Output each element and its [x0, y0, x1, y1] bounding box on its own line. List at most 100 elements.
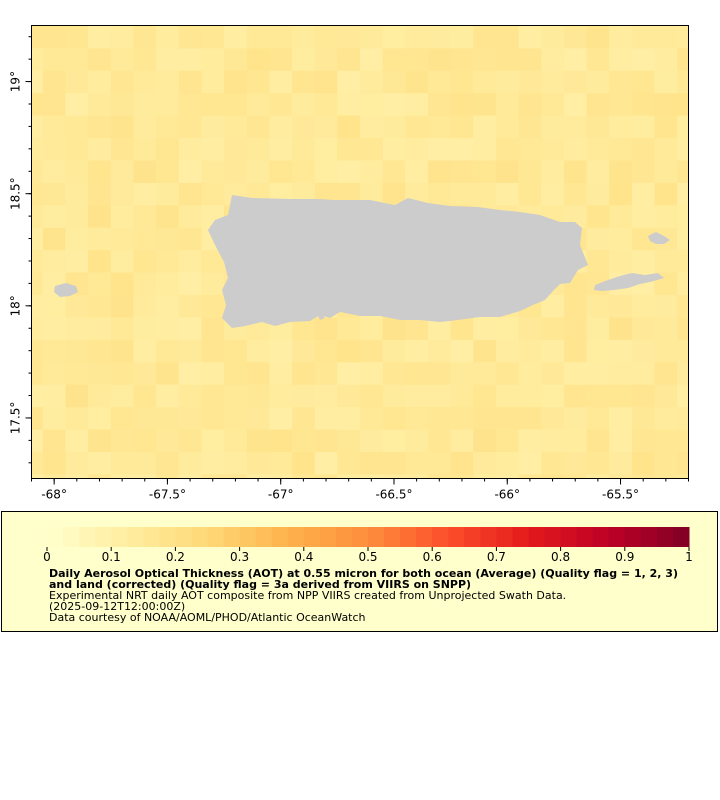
colorbar-step: [111, 527, 128, 547]
aot-cell: [631, 47, 655, 71]
aot-cell: [360, 361, 384, 385]
aot-cell: [88, 204, 112, 228]
aot-cell: [133, 406, 157, 430]
aot-cell: [201, 339, 225, 363]
aot-cell: [541, 429, 565, 452]
aot-cell: [518, 25, 542, 49]
aot-cell: [156, 317, 180, 340]
aot-cell: [201, 160, 225, 183]
aot-cell: [631, 406, 655, 430]
aot-cell: [382, 70, 406, 94]
aot-cell: [586, 361, 610, 385]
aot-cell: [405, 70, 429, 94]
aot-cell: [563, 339, 587, 363]
aot-cell: [156, 272, 180, 296]
aot-cell: [65, 182, 89, 206]
aot-cell: [541, 406, 565, 430]
aot-cell: [495, 70, 519, 94]
aot-cell: [654, 160, 678, 183]
aot-cell: [631, 160, 655, 183]
aot-cell: [31, 406, 44, 430]
colorbar-step: [656, 527, 674, 547]
aot-cell: [110, 294, 134, 318]
aot-cell: [450, 160, 474, 183]
aot-cell: [382, 451, 406, 475]
aot-cell: [586, 451, 610, 475]
aot-cell: [541, 137, 565, 161]
aot-cell: [31, 47, 44, 71]
aot-cell: [269, 339, 293, 363]
aot-cell: [677, 227, 689, 251]
aot-cell: [65, 317, 89, 340]
lat-tick-label: 19°: [9, 71, 23, 92]
aot-cell: [88, 47, 112, 71]
aot-cell: [609, 227, 633, 251]
aot-cell: [677, 294, 689, 318]
aot-cell: [360, 182, 384, 206]
aot-cell: [31, 317, 44, 340]
aot-cell: [246, 160, 270, 183]
aot-cell: [246, 474, 270, 479]
aot-cell: [178, 137, 202, 161]
aot-cell: [133, 451, 157, 475]
aot-cell: [427, 451, 452, 475]
lon-tick-label: -67°: [268, 488, 294, 502]
aot-cell: [337, 317, 361, 340]
aot-cell: [586, 294, 610, 318]
aot-cell: [609, 317, 633, 340]
aot-cell: [405, 115, 429, 139]
colorbar-step: [672, 527, 690, 547]
aot-cell: [133, 429, 157, 452]
aot-cell: [156, 339, 180, 363]
colorbar-steps: [47, 527, 690, 547]
colorbar-step: [560, 527, 578, 547]
aot-cell: [88, 182, 112, 206]
aot-cell: [246, 339, 270, 363]
aot-cell: [292, 25, 316, 49]
aot-cell: [382, 137, 406, 161]
caja-de-muertos-island: [318, 314, 325, 320]
aot-cell: [110, 272, 134, 296]
aot-cell: [292, 47, 316, 71]
aot-cell: [224, 361, 248, 385]
aot-cell: [65, 25, 89, 49]
aot-cell: [224, 384, 248, 408]
aot-cell: [495, 406, 519, 430]
aot-cell: [65, 361, 89, 385]
land-masses: [54, 195, 670, 328]
colorbar-step: [432, 527, 449, 547]
aot-cell: [201, 115, 225, 139]
colorbar-step: [239, 527, 257, 547]
aot-cell: [31, 294, 44, 318]
aot-cell: [405, 317, 429, 340]
aot-cell: [224, 429, 248, 452]
aot-cell: [654, 182, 678, 206]
aot-cell: [337, 115, 361, 139]
aot-cell: [337, 182, 361, 206]
aot-cell: [246, 384, 270, 408]
aot-cell: [563, 361, 587, 385]
aot-cell: [473, 160, 497, 183]
aot-cell: [224, 70, 248, 94]
aot-cell: [518, 47, 542, 71]
map-frame: [31, 25, 689, 479]
aot-cell: [314, 92, 338, 116]
aot-cell: [541, 182, 565, 206]
aot-cell: [473, 182, 497, 206]
aot-cell: [405, 361, 429, 385]
aot-cell: [337, 47, 361, 71]
aot-cell: [156, 406, 180, 430]
aot-cell: [518, 429, 542, 452]
aot-cell: [42, 339, 66, 363]
aot-cell: [495, 47, 519, 71]
aot-cell: [518, 182, 542, 206]
aot-cell: [473, 429, 497, 452]
aot-cell: [110, 249, 134, 273]
longitude-axis: -68° -67.5° -67° -66.5° -66° -65.5°: [31, 478, 689, 502]
aot-cell: [292, 339, 316, 363]
aot-cell: [609, 249, 633, 273]
aot-cell: [360, 115, 384, 139]
aot-cell: [654, 25, 678, 49]
aot-cell: [405, 92, 429, 116]
aot-cell: [654, 361, 678, 385]
